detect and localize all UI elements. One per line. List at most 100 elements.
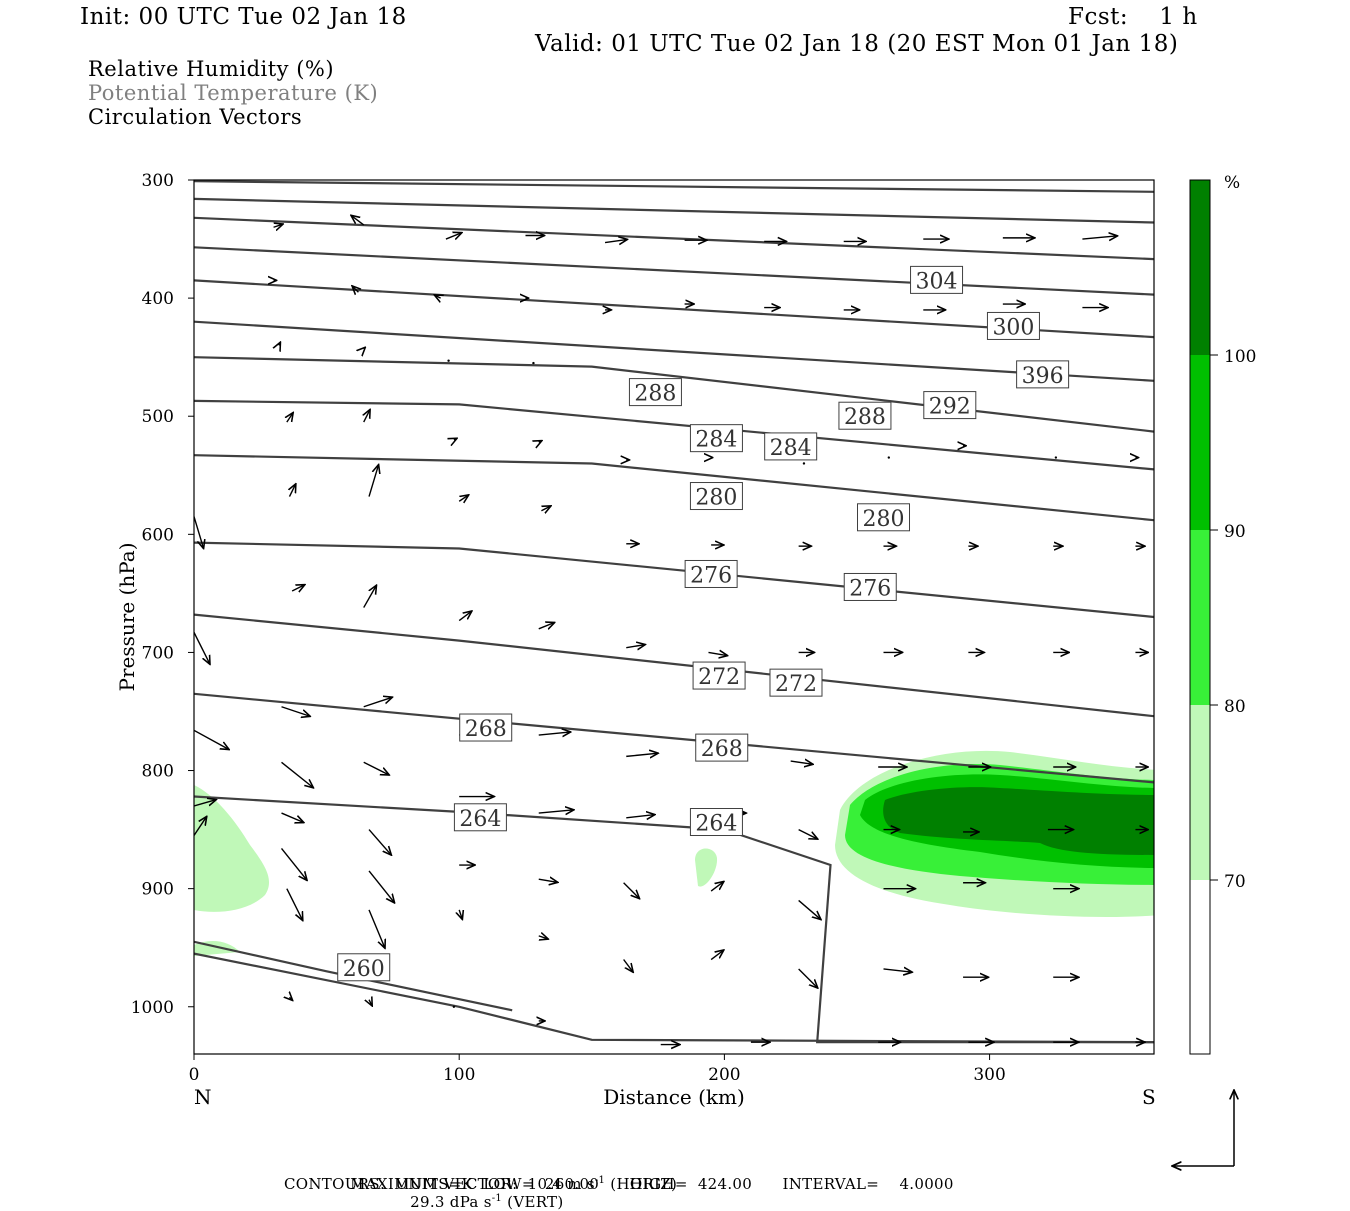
contour-label-7: 284 — [764, 432, 818, 461]
circulation-vector-88 — [798, 899, 821, 919]
circulation-vector-94 — [368, 870, 395, 903]
contour-label-text-8: 280 — [695, 486, 737, 511]
valid-time: Valid: 01 UTC Tue 02 Jan 18 (20 EST Mon … — [535, 31, 1179, 57]
contour-label-box-9 — [857, 503, 911, 532]
circulation-vector-33 — [887, 456, 891, 459]
circulation-vector-60 — [363, 697, 393, 708]
theta-contour-2 — [194, 216, 1154, 261]
field-rh: Relative Humidity (%) — [88, 57, 335, 81]
init-time: Init: 00 UTC Tue 02 Jan 18 — [80, 4, 407, 30]
circulation-vector-10 — [1082, 236, 1117, 239]
circulation-vector-1 — [351, 215, 365, 226]
contour-label-text-9: 280 — [863, 507, 905, 532]
circulation-vector-93 — [280, 848, 308, 880]
circulation-vector-37 — [289, 484, 295, 497]
circulation-vector-70 — [281, 761, 314, 788]
contour-label-15: 268 — [695, 733, 749, 762]
contour-label-text-6: 284 — [695, 428, 737, 453]
y-tick-label-2: 500 — [142, 407, 174, 427]
contour-label-text-3: 292 — [929, 395, 971, 420]
x-tick-label-0: 0 — [189, 1065, 200, 1085]
colorbar-label-0: 70 — [1224, 872, 1246, 892]
max-vector-vert: 29.3 dPa s-1 (VERT) — [410, 1193, 564, 1211]
theta-contour-7 — [194, 399, 1154, 471]
circulation-vector-40 — [541, 506, 551, 511]
contour-label-text-2: 396 — [1022, 364, 1064, 389]
contour-label-box-5 — [838, 401, 892, 430]
circulation-vector-115 — [194, 516, 204, 549]
contour-label-text-15: 268 — [701, 737, 743, 762]
theta-contour-14 — [194, 952, 1154, 1044]
contour-label-10: 276 — [684, 559, 738, 588]
contour-label-box-4 — [628, 378, 682, 407]
circulation-vector-2 — [445, 233, 462, 239]
circulation-vector-0 — [273, 224, 284, 227]
contour-label-box-15 — [695, 733, 749, 762]
circulation-vector-95 — [459, 909, 462, 920]
circulation-vector-23 — [364, 347, 366, 349]
circulation-vector-100 — [883, 969, 913, 972]
contour-label-16: 264 — [453, 803, 507, 832]
contour-label-text-1: 300 — [992, 315, 1034, 340]
circulation-vector-38 — [368, 465, 379, 497]
circulation-vector-13 — [434, 295, 440, 298]
contour-label-box-11 — [843, 572, 897, 601]
circulation-vector-117 — [194, 729, 229, 749]
rh100-region-south — [883, 787, 1154, 855]
theta-contour-1 — [194, 197, 1154, 224]
contour-label-box-16 — [453, 803, 507, 832]
contour-label-text-18: 260 — [343, 957, 385, 982]
contour-label-13: 272 — [769, 668, 823, 697]
circulation-vector-87 — [710, 881, 724, 892]
x-tick-label-2: 200 — [708, 1065, 740, 1085]
contour-label-text-10: 276 — [690, 563, 732, 588]
theta-contour-13 — [194, 940, 513, 1012]
plot-frame — [193, 179, 1155, 1055]
contour-label-text-14: 268 — [465, 717, 507, 742]
contour-label-8: 280 — [689, 482, 743, 511]
circulation-vector-32 — [802, 462, 806, 465]
x-end-label-right: S — [1142, 1085, 1156, 1109]
contour-label-box-8 — [689, 482, 743, 511]
contour-label-17: 264 — [689, 808, 743, 837]
y-tick-label-5: 800 — [142, 762, 174, 782]
contour-label-14: 268 — [459, 713, 513, 742]
x-end-label-left: N — [194, 1085, 212, 1109]
circulation-vector-116 — [194, 632, 210, 664]
contour-label-box-17 — [689, 808, 743, 837]
contour-label-box-2 — [1016, 360, 1070, 389]
circulation-vector-82 — [281, 812, 304, 823]
circulation-vector-4 — [604, 239, 627, 242]
circulation-vector-22 — [279, 342, 281, 345]
circulation-vector-85 — [538, 879, 558, 882]
contour-label-box-18 — [337, 953, 391, 982]
max-vector-horiz: MAXIMUM VECTOR: 10.4 m s-1 (HORIZ) — [350, 1175, 678, 1193]
circulation-vector-25 — [532, 361, 535, 365]
contour-label-box-10 — [684, 559, 738, 588]
circulation-vector-62 — [538, 732, 571, 735]
contour-label-6: 284 — [689, 424, 743, 453]
rh-shading — [194, 750, 1154, 956]
contour-label-0: 304 — [910, 265, 964, 294]
y-tick-label-7: 1000 — [131, 998, 174, 1018]
circulation-vector-105 — [289, 997, 292, 1000]
circulation-vector-39 — [458, 495, 469, 501]
contour-label-text-7: 284 — [770, 436, 812, 461]
circulation-vector-73 — [538, 810, 574, 813]
x-tick-label-1: 100 — [443, 1065, 475, 1085]
circulation-vector-63 — [626, 753, 658, 756]
theta-contour-3 — [194, 246, 1154, 296]
theta-contour-12 — [194, 795, 1154, 1044]
colorbar-unit: % — [1224, 173, 1240, 193]
contour-label-text-16: 264 — [459, 807, 501, 832]
circulation-vector-12 — [352, 286, 358, 292]
colorbar-label-2: 90 — [1224, 522, 1246, 542]
theta-contour-10 — [194, 613, 1154, 718]
contour-label-box-1 — [986, 311, 1040, 340]
colorbar-segment-70 — [1190, 705, 1210, 880]
theta-contour-9 — [194, 541, 1154, 619]
rh70-region-north — [194, 785, 270, 912]
circulation-vector-51 — [538, 622, 555, 628]
colorbar-segment-100 — [1190, 180, 1210, 355]
contour-label-box-13 — [769, 668, 823, 697]
